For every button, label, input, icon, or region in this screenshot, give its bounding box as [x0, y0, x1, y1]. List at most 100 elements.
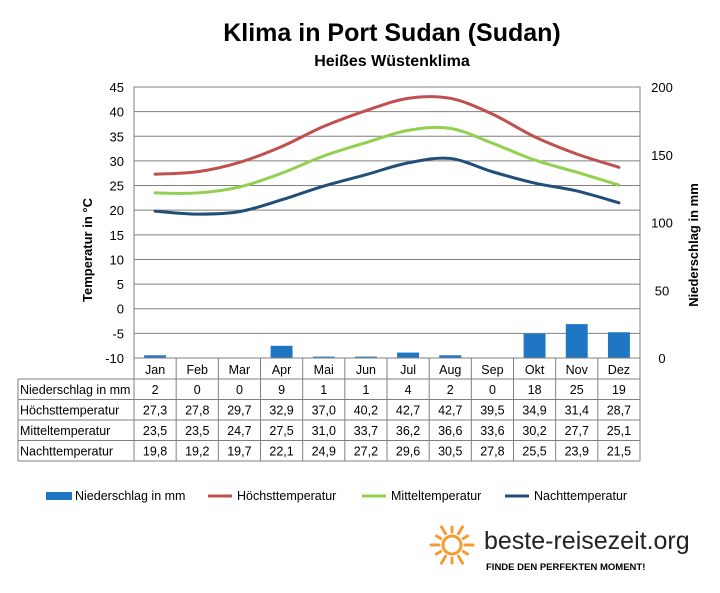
table-cell: 33,6 — [480, 424, 504, 438]
precipitation-bar — [354, 356, 377, 358]
table-cell: 42,7 — [438, 404, 462, 418]
sun-ray — [457, 554, 464, 565]
y2-tick-label: 100 — [651, 216, 673, 231]
sun-ray — [457, 525, 464, 536]
sun-ray — [440, 525, 447, 536]
grid-lines — [134, 86, 640, 359]
legend-label-mean: Mitteltemperatur — [391, 489, 481, 503]
table-cell: 31,4 — [565, 404, 589, 418]
month-label: Sep — [481, 363, 503, 377]
table-cell: 29,7 — [227, 404, 251, 418]
month-label: Apr — [272, 363, 291, 377]
table-cell: 34,9 — [522, 404, 546, 418]
table-cell: 24,7 — [227, 424, 251, 438]
month-label: Nov — [566, 363, 589, 377]
legend-label-precip: Niederschlag in mm — [75, 489, 185, 503]
table-cell: 27,7 — [565, 424, 589, 438]
sun-ray — [434, 534, 443, 540]
y2-tick-label: 50 — [655, 283, 669, 298]
table-cell: 27,3 — [143, 404, 167, 418]
y2-tick-label: 0 — [658, 351, 665, 366]
chart-subtitle: Heißes Wüstenklima — [314, 53, 470, 70]
month-label: Aug — [439, 363, 461, 377]
y-tick-label: -10 — [105, 351, 124, 366]
precipitation-bars — [144, 324, 630, 358]
table-cell: 40,2 — [354, 404, 378, 418]
y-axis-label: Temperatur in °C — [80, 197, 95, 302]
table-cell: 37,0 — [312, 404, 336, 418]
table-cell: 29,6 — [396, 445, 420, 459]
month-label: Mai — [314, 363, 334, 377]
table-cell: 22,1 — [269, 445, 293, 459]
table-cell: 31,0 — [312, 424, 336, 438]
table-cell: 2 — [447, 383, 454, 397]
y-tick-label: 25 — [110, 179, 124, 194]
y-tick-label: 45 — [110, 80, 124, 95]
month-label: Feb — [186, 363, 208, 377]
table-cell: 32,9 — [269, 404, 293, 418]
precipitation-bar — [144, 355, 167, 358]
table-cell: 9 — [278, 383, 285, 397]
table-cell: 18 — [528, 383, 542, 397]
y-tick-label: 5 — [117, 277, 124, 292]
table-cell: 25,5 — [522, 445, 546, 459]
table-cell: 4 — [405, 383, 412, 397]
table-cell: 27,5 — [269, 424, 293, 438]
plot-frame — [133, 86, 641, 359]
table-cell: 36,6 — [438, 424, 462, 438]
chart-title: Klima in Port Sudan (Sudan) — [223, 19, 561, 47]
month-label: Jan — [145, 363, 165, 377]
table-cell: 0 — [489, 383, 496, 397]
month-label: Jul — [400, 363, 416, 377]
precipitation-bar — [397, 352, 420, 358]
table-cell: 24,9 — [312, 445, 336, 459]
brand-slogan: FINDE DEN PERFEKTEN MOMENT! — [486, 562, 645, 573]
table-cell: 19,2 — [185, 445, 209, 459]
table-cell: 19,7 — [227, 445, 251, 459]
sun-icon — [429, 525, 475, 565]
sun-ray — [461, 534, 470, 540]
table-cell: 23,9 — [565, 445, 589, 459]
table-cell: 1 — [320, 383, 327, 397]
table-cell: 0 — [194, 383, 201, 397]
table-cell: 2 — [152, 383, 159, 397]
legend: Niederschlag in mm Höchsttemperatur Mittel… — [46, 489, 627, 503]
y-tick-label: 10 — [110, 252, 124, 267]
precipitation-bar — [565, 324, 588, 358]
brand-name: beste-reisezeit.org — [484, 527, 690, 555]
y-tick-label: 20 — [110, 203, 124, 218]
table-cell: 27,8 — [480, 445, 504, 459]
legend-swatch-precip — [46, 492, 72, 500]
table-row-header: Höchsttemperatur — [20, 404, 119, 418]
month-label: Dez — [608, 363, 630, 377]
y2-tick-label: 200 — [651, 80, 673, 95]
table-row-header: Nachttemperatur — [20, 445, 113, 459]
sun-core — [441, 534, 463, 556]
table-cell: 33,7 — [354, 424, 378, 438]
table-cell: 21,5 — [607, 445, 631, 459]
y-tick-label: 0 — [117, 302, 124, 317]
branding: beste-reisezeit.org FINDE DEN PERFEKTEN … — [429, 525, 690, 573]
y-tick-label: -5 — [112, 326, 124, 341]
legend-label-low: Nachttemperatur — [534, 489, 627, 503]
precipitation-bar — [607, 332, 630, 358]
high-temperature-line — [153, 95, 621, 176]
table-cell: 28,7 — [607, 404, 631, 418]
table-cell: 23,5 — [143, 424, 167, 438]
precipitation-bar — [270, 345, 293, 358]
low-temperature-line — [153, 156, 621, 216]
table-cell: 0 — [236, 383, 243, 397]
y2-tick-label: 150 — [651, 148, 673, 163]
axes: -10 -5 0 5 10 15 20 25 30 35 40 45 0 50 100 150 200 — [105, 80, 673, 366]
sun-ray — [461, 550, 470, 556]
table-cell: 25 — [570, 383, 584, 397]
month-label: Mar — [229, 363, 251, 377]
table-cell: 1 — [362, 383, 369, 397]
table-row-header: Mitteltemperatur — [20, 424, 110, 438]
table-cell: 27,8 — [185, 404, 209, 418]
y-tick-label: 30 — [110, 154, 124, 169]
y2-axis-label: Niederschlag in mm — [686, 183, 701, 307]
table-cell: 19,8 — [143, 445, 167, 459]
